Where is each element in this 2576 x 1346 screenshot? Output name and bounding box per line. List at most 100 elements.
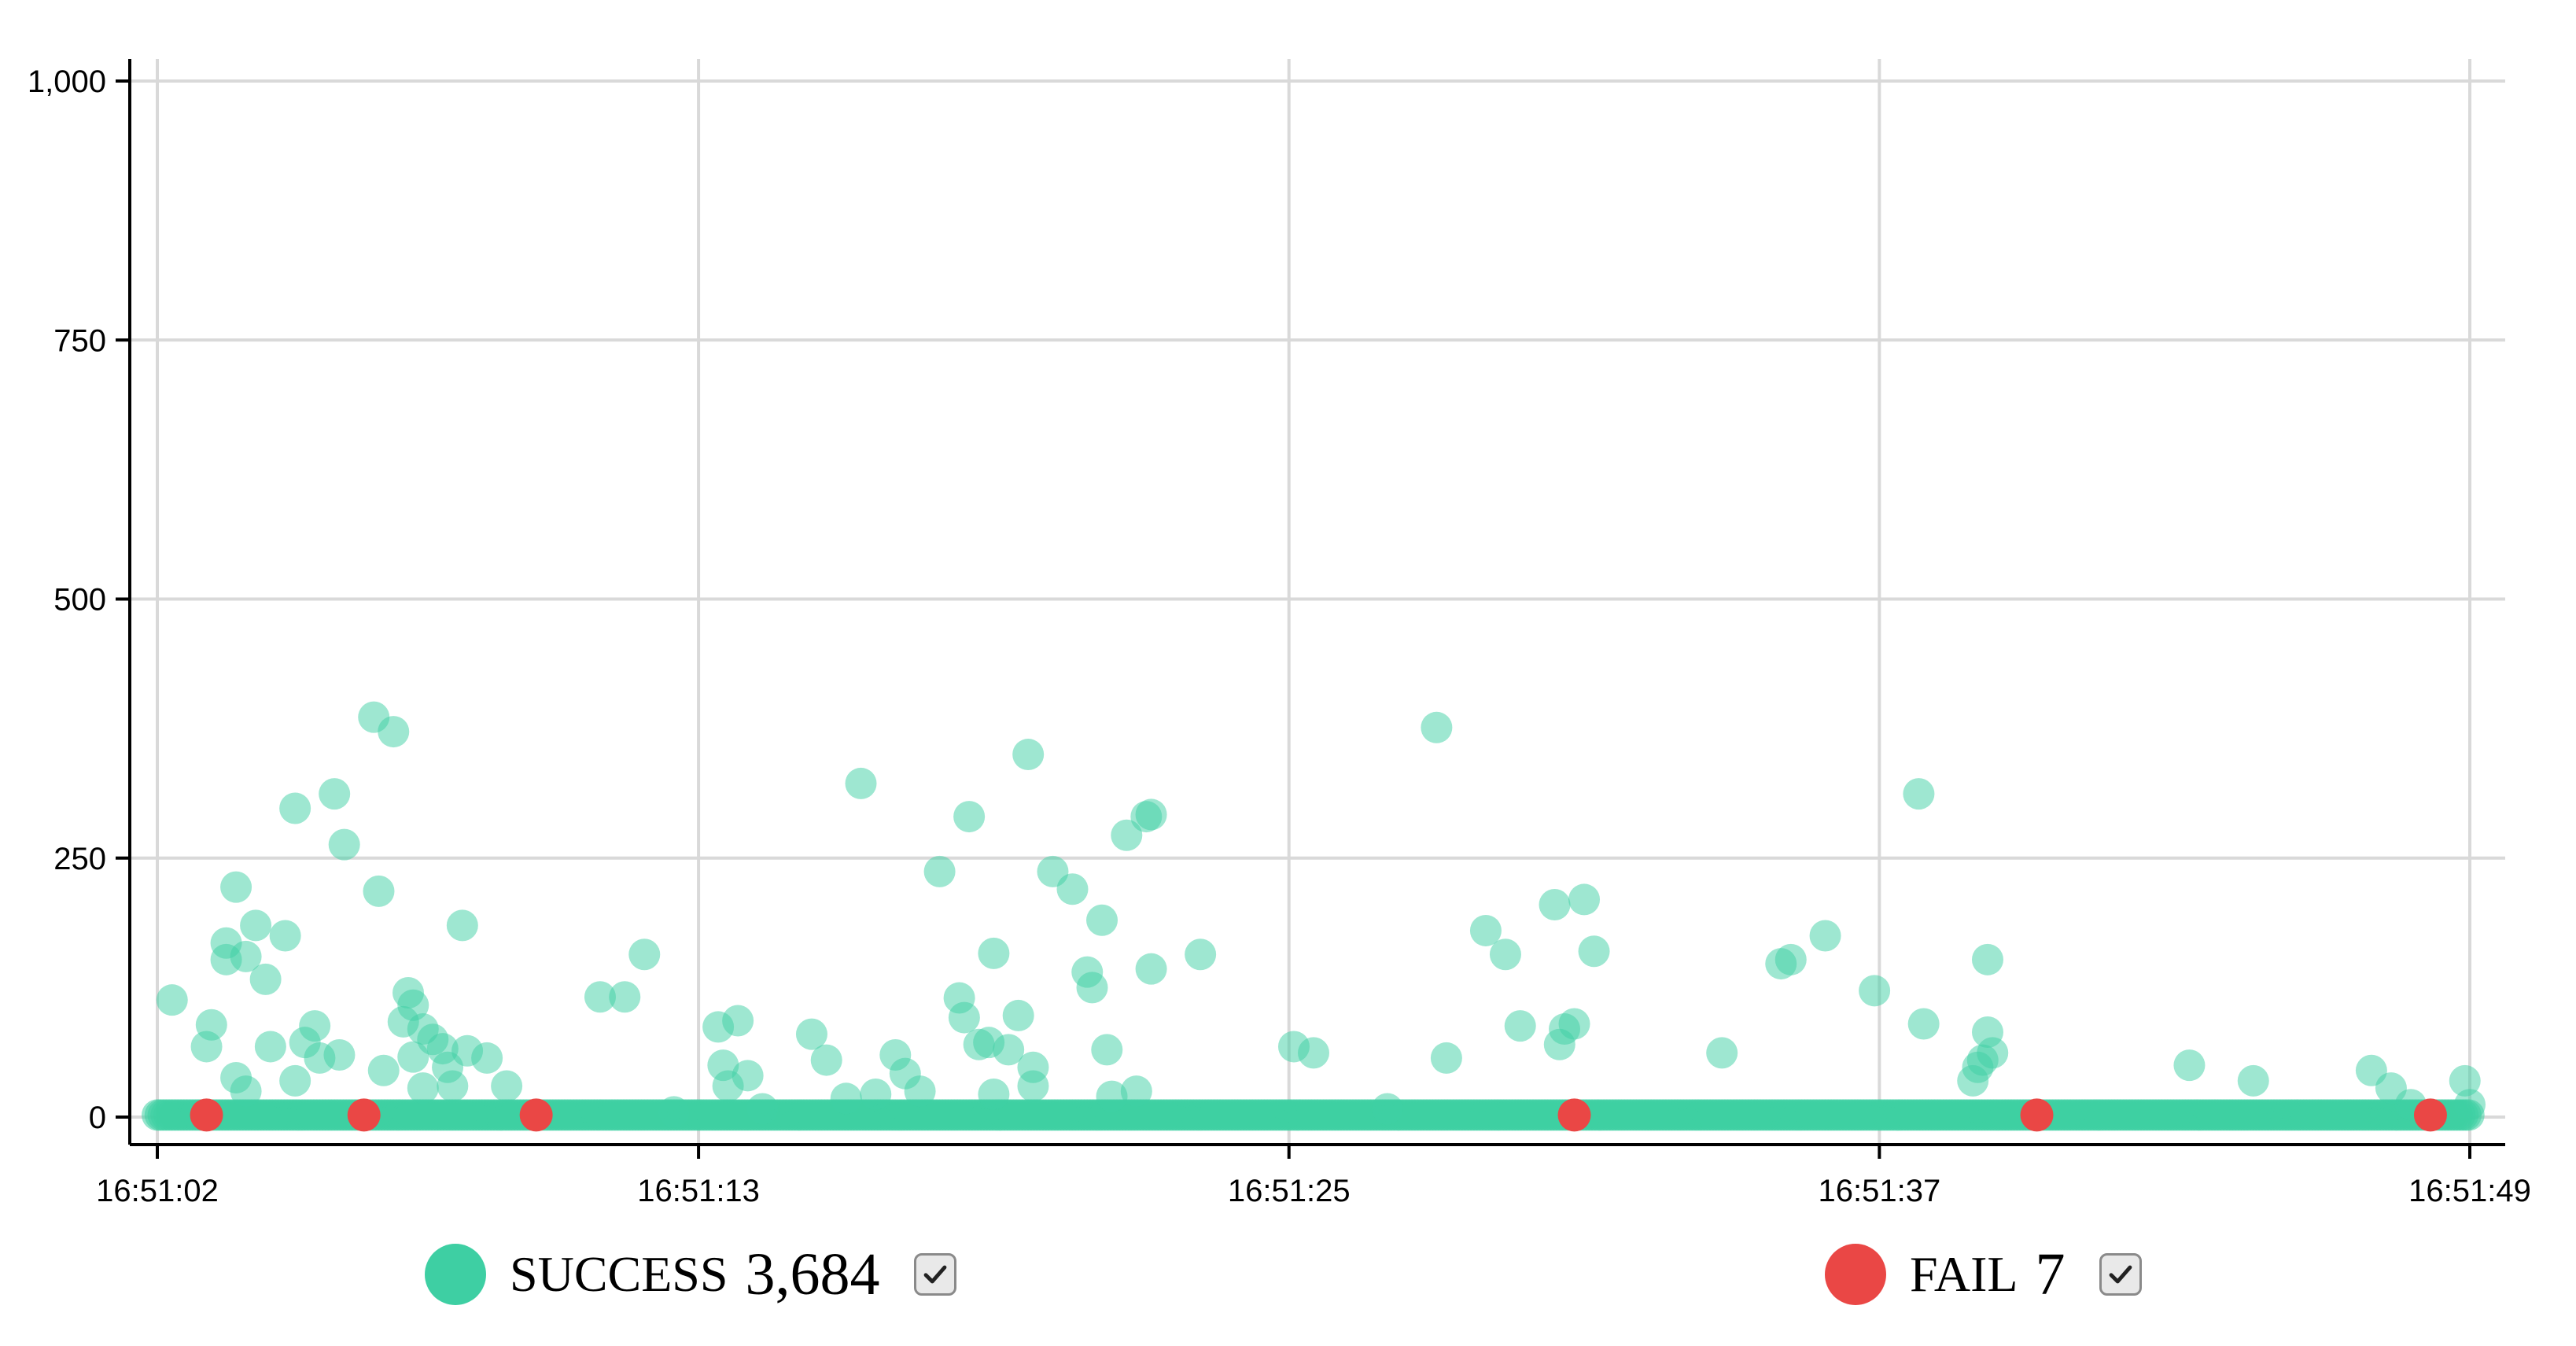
success-point [1076, 972, 1108, 1004]
success-point [2449, 1064, 2481, 1097]
success-point [1977, 1037, 2009, 1069]
success-point [1120, 1075, 1152, 1108]
fail-toggle-checkbox[interactable] [2099, 1253, 2143, 1296]
y-axis-ticks: 0 250 500 750 1,000 [28, 65, 130, 1135]
success-point [1298, 1037, 1329, 1069]
success-point [1504, 1010, 1536, 1042]
legend-series-count: 3,684 [745, 1241, 880, 1307]
y-tick-label: 250 [53, 842, 106, 876]
success-point [1558, 1008, 1590, 1040]
success-point [367, 1054, 400, 1086]
x-axis-ticks: 16:51:02 16:51:13 16:51:25 16:51:37 16:51:49 [96, 1145, 2531, 1208]
x-tick-label: 16:51:25 [1228, 1174, 1351, 1208]
success-point [830, 1082, 862, 1115]
success-point [1091, 1034, 1123, 1066]
fail-point [2020, 1098, 2054, 1132]
success-point [795, 1018, 827, 1050]
legend-series-count: 7 [2035, 1241, 2066, 1307]
chart-legend: SUCCESS 3,684 FAIL 7 [0, 1219, 2576, 1329]
success-point [378, 716, 410, 748]
success-point [2237, 1064, 2269, 1097]
fail-point [519, 1098, 553, 1132]
success-point [1371, 1093, 1403, 1125]
success-point [363, 875, 395, 907]
fail-point [2413, 1098, 2447, 1132]
success-point [1809, 920, 1841, 952]
success-point [328, 828, 360, 861]
legend-item-success[interactable]: SUCCESS 3,684 [425, 1219, 957, 1329]
success-point [220, 871, 252, 903]
success-point [319, 778, 351, 810]
success-point [746, 1093, 779, 1125]
success-marker-icon [425, 1244, 486, 1305]
success-point [1002, 999, 1034, 1031]
chart-axes [128, 59, 2505, 1146]
success-point [904, 1075, 936, 1108]
success-point [978, 1079, 1010, 1111]
success-point [254, 1031, 286, 1063]
success-point [397, 989, 429, 1021]
fail-point [347, 1098, 381, 1132]
success-point [810, 1044, 842, 1076]
success-point [2454, 1089, 2486, 1121]
x-tick-label: 16:51:02 [96, 1174, 219, 1208]
success-point [491, 1070, 523, 1102]
legend-series-name: SUCCESS [510, 1246, 728, 1302]
success-point [1859, 975, 1891, 1007]
success-point [1568, 883, 1601, 916]
success-point [722, 1005, 754, 1037]
fail-point [1557, 1098, 1591, 1132]
success-point [279, 1064, 311, 1097]
success-point [156, 984, 188, 1016]
success-point [978, 937, 1010, 969]
y-tick-label: 0 [89, 1101, 106, 1135]
success-point [279, 792, 311, 824]
success-point [1012, 739, 1045, 771]
fail-points [190, 1098, 2447, 1132]
success-point [1907, 1008, 1940, 1040]
success-point [628, 939, 661, 971]
success-point [299, 1010, 331, 1042]
success-point [446, 909, 478, 942]
success-point [323, 1038, 356, 1071]
y-tick-label: 750 [53, 323, 106, 358]
success-toggle-checkbox[interactable] [914, 1253, 957, 1296]
x-tick-label: 16:51:37 [1819, 1174, 1941, 1208]
success-point [1185, 939, 1217, 971]
success-point [1056, 873, 1089, 905]
success-point [1111, 819, 1143, 851]
y-tick-label: 500 [53, 583, 106, 618]
success-point [1489, 939, 1521, 971]
success-point [1706, 1037, 1738, 1069]
success-point [1086, 904, 1118, 936]
legend-series-name: FAIL [1910, 1246, 2018, 1302]
success-point [609, 981, 641, 1013]
success-point [249, 963, 282, 995]
success-point [1096, 1080, 1128, 1112]
success-point [993, 1034, 1025, 1066]
success-point [1135, 798, 1167, 831]
success-point [407, 1072, 439, 1104]
success-point [1469, 914, 1502, 946]
success-points [142, 701, 2486, 1131]
y-tick-label: 1,000 [28, 65, 106, 99]
checkmark-icon [924, 1265, 947, 1284]
success-point [240, 909, 272, 942]
success-point [2173, 1049, 2206, 1082]
scatter-chart: 16:51:02 16:51:13 16:51:25 16:51:37 16:51:49… [28, 59, 2531, 1208]
chart-grid [130, 59, 2505, 1145]
success-point [732, 1060, 764, 1092]
success-point [195, 1009, 227, 1041]
fail-marker-icon [1825, 1244, 1886, 1305]
success-point [1135, 953, 1167, 985]
success-point [1903, 778, 1935, 810]
success-point [923, 855, 956, 887]
success-point [230, 940, 262, 972]
legend-item-fail[interactable]: FAIL 7 [1825, 1219, 2143, 1329]
success-point [1017, 1070, 1049, 1102]
success-point [1421, 711, 1453, 743]
success-point [1578, 935, 1610, 968]
success-point [845, 767, 877, 799]
success-point [948, 1001, 980, 1034]
checkmark-icon [2110, 1265, 2132, 1284]
